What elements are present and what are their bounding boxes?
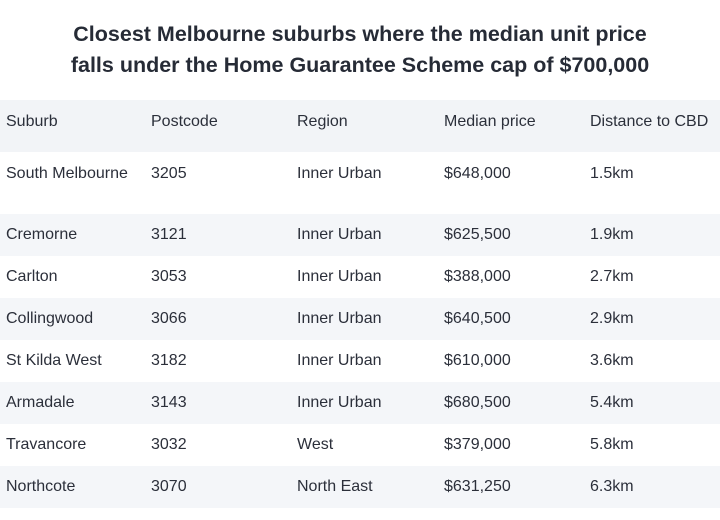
cell-region: Inner Urban: [297, 268, 382, 285]
cell-median-price: $640,500: [444, 310, 511, 327]
cell-distance: 5.4km: [590, 394, 634, 411]
cell-distance: 3.6km: [590, 352, 634, 369]
table-row: Cremorne 3121 Inner Urban $625,500 1.9km: [0, 214, 720, 256]
cell-distance: 2.9km: [590, 310, 634, 327]
title-line-2: falls under the Home Guarantee Scheme ca…: [70, 53, 650, 77]
cell-median-price: $379,000: [444, 436, 511, 453]
table-row: Armadale 3143 Inner Urban $680,500 5.4km: [0, 382, 720, 424]
cell-region: Inner Urban: [297, 165, 382, 182]
table-row: Collingwood 3066 Inner Urban $640,500 2.…: [0, 298, 720, 340]
cell-median-price: $388,000: [444, 268, 511, 285]
cell-suburb: Cremorne: [6, 226, 78, 243]
cell-region: Inner Urban: [297, 352, 382, 369]
cell-postcode: 3032: [151, 436, 187, 453]
cell-region: Inner Urban: [297, 394, 382, 411]
table-row: South Melbourne 3205 Inner Urban $648,00…: [0, 152, 720, 214]
cell-median-price: $610,000: [444, 352, 511, 369]
cell-region: West: [297, 436, 334, 453]
header-median-price: Median price: [444, 113, 536, 130]
cell-postcode: 3143: [151, 394, 187, 411]
header-suburb: Suburb: [6, 113, 58, 130]
table-row: St Kilda West 3182 Inner Urban $610,000 …: [0, 340, 720, 382]
cell-postcode: 3070: [151, 478, 187, 495]
cell-suburb: St Kilda West: [6, 352, 102, 369]
cell-region: Inner Urban: [297, 310, 382, 327]
cell-suburb: Northcote: [6, 478, 76, 495]
cell-distance: 2.7km: [590, 268, 634, 285]
cell-median-price: $631,250: [444, 478, 511, 495]
cell-distance: 1.5km: [590, 165, 634, 182]
cell-suburb: Travancore: [6, 436, 87, 453]
cell-postcode: 3205: [151, 165, 187, 182]
cell-median-price: $648,000: [444, 165, 511, 182]
cell-region: North East: [297, 478, 373, 495]
cell-suburb: Carlton: [6, 268, 58, 285]
header-row: Suburb Postcode Region Median price Dist…: [0, 100, 720, 152]
cell-suburb: Collingwood: [6, 310, 94, 327]
cell-postcode: 3053: [151, 268, 187, 285]
table-row: Carlton 3053 Inner Urban $388,000 2.7km: [0, 256, 720, 298]
cell-postcode: 3182: [151, 352, 187, 369]
cell-region: Inner Urban: [297, 226, 382, 243]
header-postcode: Postcode: [151, 113, 218, 130]
cell-distance: 6.3km: [590, 478, 634, 495]
title-area: Closest Melbourne suburbs where the medi…: [0, 0, 720, 100]
header-region: Region: [297, 113, 348, 130]
cell-suburb: Armadale: [6, 394, 75, 411]
table-row: Travancore 3032 West $379,000 5.8km: [0, 424, 720, 466]
cell-suburb: South Melbourne: [6, 165, 128, 182]
cell-postcode: 3121: [151, 226, 187, 243]
suburbs-table: Suburb Postcode Region Median price Dist…: [0, 100, 720, 508]
header-distance: Distance to CBD: [590, 113, 709, 130]
title-line-1: Closest Melbourne suburbs where the medi…: [73, 22, 647, 46]
cell-distance: 5.8km: [590, 436, 634, 453]
table-row: Northcote 3070 North East $631,250 6.3km: [0, 466, 720, 508]
cell-median-price: $680,500: [444, 394, 511, 411]
cell-distance: 1.9km: [590, 226, 634, 243]
table-header: Suburb Postcode Region Median price Dist…: [0, 100, 720, 152]
page-title: Closest Melbourne suburbs where the medi…: [71, 19, 649, 81]
cell-postcode: 3066: [151, 310, 187, 327]
table-body: South Melbourne 3205 Inner Urban $648,00…: [0, 152, 720, 508]
cell-median-price: $625,500: [444, 226, 511, 243]
